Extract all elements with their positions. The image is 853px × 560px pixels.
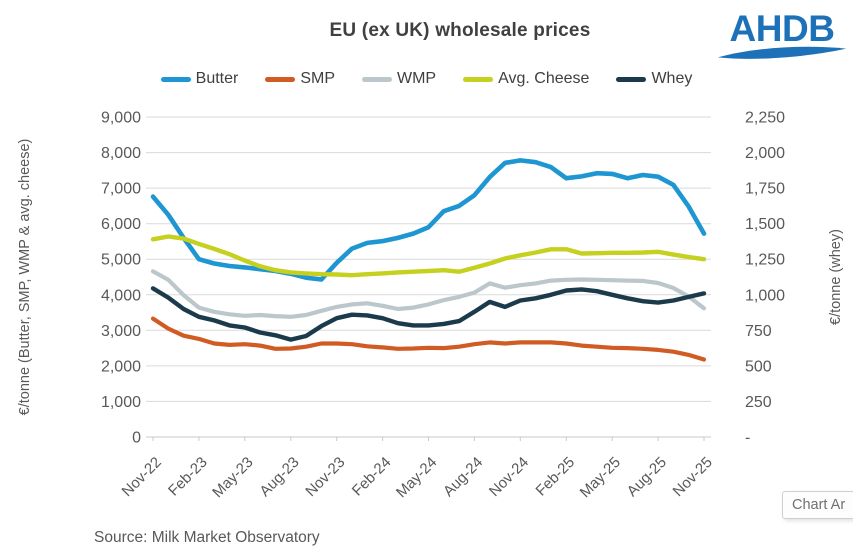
left-axis-tick-label: 7,000 bbox=[101, 181, 141, 198]
right-axis-tick-label: 1,000 bbox=[745, 287, 785, 304]
series-line-whey[interactable] bbox=[150, 286, 707, 342]
ahdb-logo-text: AHDB bbox=[729, 8, 835, 49]
legend-swatch-icon bbox=[160, 76, 191, 82]
legend-label: Avg. Cheese bbox=[498, 70, 590, 87]
right-axis-tick-label: 2,000 bbox=[745, 145, 785, 162]
legend-label: SMP bbox=[300, 70, 335, 87]
left-axis-tick-label: 4,000 bbox=[101, 287, 141, 304]
right-axis-title: €/tonne (whey) bbox=[828, 229, 844, 325]
legend-item-butter[interactable]: Butter bbox=[160, 70, 239, 88]
series-line-wmp[interactable] bbox=[150, 269, 707, 319]
right-axis-tick-label: 1,250 bbox=[745, 252, 785, 269]
x-axis-tick-label: Aug-25 bbox=[624, 454, 670, 500]
left-axis-tick-label: 9,000 bbox=[101, 110, 141, 127]
legend-swatch-icon bbox=[463, 76, 494, 82]
x-axis-tick-label: Nov-22 bbox=[119, 454, 165, 500]
right-axis-tick-label: 1,500 bbox=[745, 216, 785, 233]
right-axis-tick-label: 750 bbox=[745, 323, 772, 340]
right-axis-tick-label: 1,750 bbox=[745, 181, 785, 198]
legend-label: Whey bbox=[651, 70, 693, 87]
legend-item-smp[interactable]: SMP bbox=[265, 70, 335, 88]
x-axis-tick-label: May-24 bbox=[393, 454, 440, 501]
chart-title: EU (ex UK) wholesale prices bbox=[329, 20, 591, 41]
x-axis-tick-label: Feb-24 bbox=[349, 454, 395, 500]
chart-area-tooltip: Chart Ar bbox=[782, 491, 853, 519]
ahdb-swoosh-icon bbox=[717, 46, 847, 59]
tooltip-label: Chart Ar bbox=[792, 497, 846, 513]
x-axis-tick-label: Feb-25 bbox=[532, 454, 578, 500]
legend-item-avg-cheese[interactable]: Avg. Cheese bbox=[463, 70, 589, 88]
legend-item-whey[interactable]: Whey bbox=[616, 70, 692, 88]
left-axis-tick-label: 1,000 bbox=[101, 394, 141, 411]
series-line-butter[interactable] bbox=[150, 158, 707, 282]
source-note: Source: Milk Market Observatory bbox=[94, 529, 320, 546]
x-axis-tick-label: Feb-23 bbox=[165, 454, 211, 500]
x-axis-tick-label: Nov-24 bbox=[486, 454, 532, 500]
right-axis-tick-label: 250 bbox=[745, 394, 772, 411]
right-axis-tick-label: - bbox=[745, 430, 750, 447]
legend-label: Butter bbox=[195, 70, 239, 87]
left-axis-title: €/tonne (Butter, SMP, WMP & avg. cheese) bbox=[17, 138, 33, 416]
x-axis-tick-label: May-23 bbox=[209, 454, 256, 501]
x-axis-tick-label: May-25 bbox=[577, 454, 624, 501]
left-axis-tick-label: 2,000 bbox=[101, 358, 141, 375]
left-axis-tick-label: 6,000 bbox=[101, 216, 141, 233]
legend-swatch-icon bbox=[362, 76, 392, 82]
legend-swatch-icon bbox=[265, 76, 296, 82]
chart-legend: Butter SMP WMP Avg. Cheese Whey bbox=[0, 67, 853, 91]
left-axis-tick-label: 0 bbox=[132, 430, 141, 447]
x-axis-tick-label: Nov-23 bbox=[302, 454, 348, 500]
right-axis-tick-label: 2,250 bbox=[745, 110, 785, 127]
right-axis-tick-label: 500 bbox=[745, 358, 772, 375]
series-line-avg-cheese[interactable] bbox=[150, 234, 707, 278]
left-axis-tick-label: 8,000 bbox=[101, 145, 141, 162]
x-axis-tick-label: Nov-25 bbox=[670, 454, 716, 500]
legend-swatch-icon bbox=[616, 76, 647, 82]
series-line-smp[interactable] bbox=[150, 316, 707, 362]
x-axis-tick-label: Aug-24 bbox=[440, 454, 486, 500]
left-axis-tick-label: 3,000 bbox=[101, 323, 141, 340]
left-axis-tick-label: 5,000 bbox=[101, 252, 141, 269]
x-axis-tick-label: Aug-23 bbox=[256, 454, 302, 500]
legend-item-wmp[interactable]: WMP bbox=[362, 70, 436, 88]
ahdb-logo: AHDB bbox=[716, 8, 848, 63]
legend-label: WMP bbox=[397, 70, 437, 87]
